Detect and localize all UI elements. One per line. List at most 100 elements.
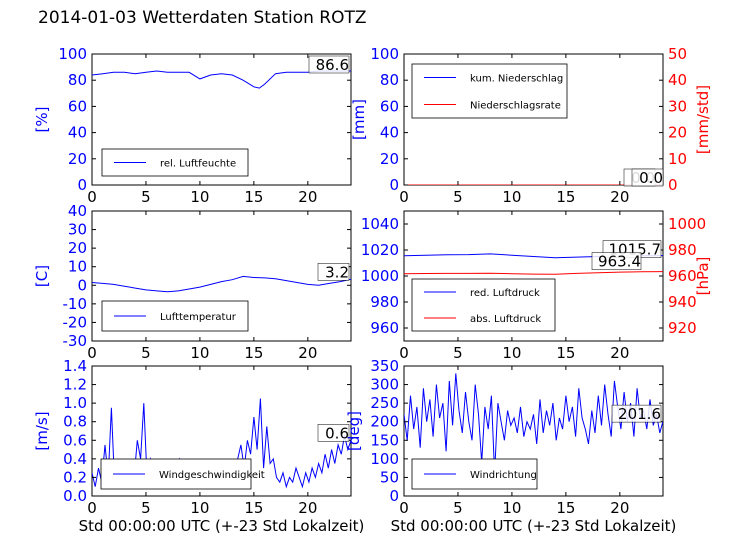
y-tick-label: 0.0 [63, 487, 87, 505]
y2-tick-label: 50 [668, 45, 687, 63]
current-value-box-secondary: 963.4 [598, 253, 641, 271]
y2-axis-label: [mm/std] [694, 85, 712, 154]
y2-tick-label: 940 [668, 293, 697, 311]
legend-entry-label: rel. Luftfeuchte [160, 159, 236, 170]
legend-entry-label: kum. Niederschlag [470, 74, 563, 85]
y2-tick-label: 20 [668, 124, 687, 142]
y2-tick-label: 30 [668, 97, 687, 115]
y-tick-label: 60 [380, 97, 399, 115]
series-line-temperature-0 [92, 275, 351, 293]
y-axis-label: [m/s] [33, 411, 51, 450]
y-axis-label: [mm] [350, 99, 368, 140]
current-value-box-secondary: 0.0 [639, 169, 663, 187]
current-value-box: 201.6 [618, 405, 661, 423]
y-tick-label: 0.2 [63, 468, 87, 486]
y-tick-label: 1000 [361, 267, 399, 285]
x-axis-label: Std 00:00:00 UTC (+-23 Std Lokalzeit) [79, 517, 365, 535]
x-tick-label: 20 [610, 499, 629, 517]
x-tick-label: 10 [190, 499, 209, 517]
x-tick-label: 20 [298, 499, 317, 517]
x-tick-label: 5 [453, 499, 463, 517]
current-value-box-frame [317, 424, 350, 442]
y-tick-label: 60 [68, 97, 87, 115]
panel-precip: 0 5 10 15 20 0 20 40 60 80 100 0 10 20 30 40 50 [mm] [mm/s… [350, 45, 712, 206]
panel-temperature: 0 5 10 15 20-30-20-10010203040[C]Lufttempera… [33, 202, 352, 362]
y-tick-label: 0 [77, 176, 87, 194]
y2-tick-label: 1000 [668, 215, 706, 233]
y2-axis-label: [hPa] [694, 257, 712, 296]
current-value-box: 0.6 [325, 424, 349, 442]
x-tick-label: 10 [502, 499, 521, 517]
y-tick-label: 350 [370, 357, 399, 375]
x-tick-label: 15 [244, 188, 263, 206]
current-value-box-secondary-frame [591, 252, 642, 270]
x-tick-label: 5 [141, 344, 151, 362]
legend: kum. Niederschlag Niederschlagsrate [411, 63, 568, 119]
panel-wind-speed: 0 5 10 15 200.00.20.40.60.81.01.21.4[m/s]Std… [33, 357, 364, 535]
y-tick-label: 0 [389, 176, 399, 194]
y-tick-label: 1040 [361, 215, 399, 233]
x-tick-label: 5 [141, 499, 151, 517]
x-tick-label: 20 [610, 188, 629, 206]
y-axis-label: [deg] [345, 411, 363, 451]
y-tick-label: 50 [380, 468, 399, 486]
current-value-box-frame [308, 55, 350, 74]
y-tick-label: 150 [370, 431, 399, 449]
x-tick-label: 0 [87, 499, 97, 517]
y-tick-label: -10 [63, 295, 88, 313]
y-tick-label: 0.8 [63, 413, 87, 431]
y2-tick-label: 10 [668, 150, 687, 168]
y-axis-label: [C] [33, 265, 51, 287]
current-value-box-frame [611, 404, 662, 423]
x-tick-label: 15 [244, 344, 263, 362]
current-value-box-frame [317, 263, 350, 281]
x-tick-label: 10 [502, 344, 521, 362]
series-line-humidity-0 [92, 70, 351, 89]
y-tick-label: 40 [380, 124, 399, 142]
series-line-pressure-1 [404, 271, 663, 275]
y2-tick-label: 0 [668, 176, 678, 194]
current-value-box: 3.2 [325, 263, 349, 281]
y-tick-label: 0 [389, 487, 399, 505]
legend: red. Luftdruck abs. Luftdruck [411, 278, 556, 332]
y-tick-label: 20 [68, 239, 87, 257]
x-tick-label: 20 [610, 344, 629, 362]
legend-entry-label: abs. Luftdruck [470, 314, 541, 325]
y-tick-label: 80 [380, 71, 399, 89]
legend: Lufttemperatur [101, 300, 249, 332]
current-value-box-secondary-frame [631, 168, 664, 187]
x-tick-label: 5 [453, 188, 463, 206]
x-tick-label: 0 [87, 344, 97, 362]
x-tick-label: 15 [556, 344, 575, 362]
y-tick-label: 1.4 [63, 357, 87, 375]
x-tick-label: 20 [298, 344, 317, 362]
y-tick-label: 80 [68, 71, 87, 89]
y2-tick-label: 980 [668, 241, 697, 259]
y-tick-label: 40 [68, 202, 87, 220]
y-tick-label: 20 [68, 150, 87, 168]
x-tick-label: 15 [244, 499, 263, 517]
y-tick-label: 100 [370, 450, 399, 468]
y-tick-label: 30 [68, 221, 87, 239]
legend-entry-label: red. Luftdruck [470, 288, 540, 299]
current-value-box: 86.6 [316, 56, 349, 74]
legend-entry-label: Lufttemperatur [160, 312, 237, 323]
legend: Windgeschwindigkeit [100, 458, 265, 490]
x-tick-label: 10 [502, 188, 521, 206]
chart-title: 2014-01-03 Wetterdaten Station ROTZ [38, 8, 367, 28]
y-tick-label: 1020 [361, 241, 399, 259]
y-tick-label: 10 [68, 258, 87, 276]
y-tick-label: -30 [63, 332, 88, 350]
y-tick-label: -20 [63, 313, 88, 331]
y-axis-label: [%] [33, 107, 51, 133]
y2-tick-label: 40 [668, 71, 687, 89]
y-tick-label: 100 [370, 45, 399, 63]
y-tick-label: 1.2 [63, 376, 87, 394]
x-tick-label: 15 [556, 188, 575, 206]
panel-humidity: 0 5 10 15 20 0 20 40 60 80 100 [%] rel. Luftfeuchte 8… [33, 45, 352, 206]
y-tick-label: 0 [77, 276, 87, 294]
legend-entry-label: Windgeschwindigkeit [159, 470, 265, 481]
x-tick-label: 5 [141, 188, 151, 206]
